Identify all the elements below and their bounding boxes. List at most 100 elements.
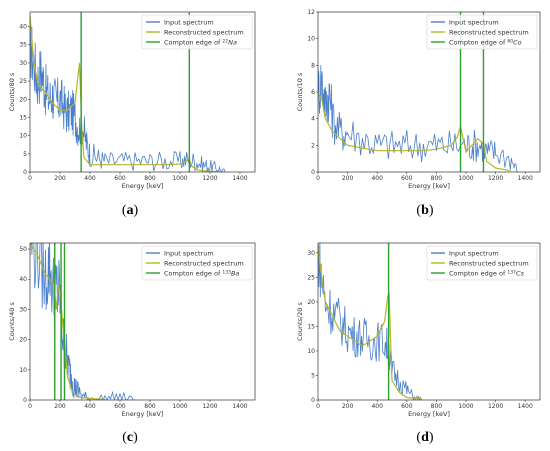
legend-reconstructed-text: Reconstructed spectrum (449, 28, 529, 36)
y-tick-label: 40 (19, 24, 27, 31)
x-tick-label: 800 (431, 175, 443, 182)
panel-label-a: (a) (121, 203, 139, 218)
y-tick-label: 35 (19, 42, 27, 49)
y-tick-label: 15 (307, 323, 315, 330)
x-tick-label: 400 (84, 175, 96, 182)
legend-input-text: Input spectrum (449, 249, 499, 257)
y-tick-label: 5 (23, 151, 27, 158)
legend-reconstructed-text: Reconstructed spectrum (164, 259, 244, 267)
legend: Input spectrum Reconstructed spectrum Comp… (141, 245, 253, 281)
x-tick-label: 600 (114, 175, 126, 182)
x-axis-label: Energy [keV] (408, 410, 450, 418)
y-axis-label: Counts/10 s (296, 72, 304, 111)
x-axis-label: Energy [keV] (408, 182, 450, 190)
y-tick-label: 2 (311, 142, 315, 149)
x-tick-label: 1400 (232, 175, 247, 182)
x-tick-label: 400 (371, 175, 383, 182)
chart-panel-b: 0 200 400 600 800 1000 1200 1400 0 2 4 6 8 10 12 Energy… (296, 9, 541, 190)
y-axis-label: Counts/40 s (8, 302, 16, 341)
x-tick-label: 1200 (202, 403, 217, 410)
x-tick-label: 1200 (202, 175, 217, 182)
y-tick-label: 30 (19, 306, 27, 313)
legend-box (426, 245, 538, 281)
x-tick-label: 0 (28, 175, 32, 182)
x-tick-label: 600 (114, 403, 126, 410)
x-tick-label: 1000 (458, 175, 473, 182)
y-tick-label: 30 (19, 60, 27, 67)
x-tick-label: 800 (431, 403, 443, 410)
x-tick-label: 1000 (458, 403, 473, 410)
x-tick-label: 1200 (488, 175, 503, 182)
y-tick-label: 8 (311, 62, 315, 69)
input-spectrum-line (30, 243, 136, 400)
y-tick-label: 20 (307, 299, 315, 306)
legend-compton-text: Compton edge of 22Na (164, 38, 237, 47)
y-tick-label: 25 (19, 78, 27, 85)
reconstructed-spectrum-line (318, 247, 422, 400)
panel-label-c: (c) (122, 430, 138, 445)
y-tick-label: 0 (23, 397, 27, 404)
panel-label-b: (b) (416, 203, 434, 218)
legend-input-text: Input spectrum (449, 18, 499, 26)
plot-frame (29, 242, 256, 401)
y-tick-label: 10 (19, 133, 27, 140)
x-tick-label: 1000 (172, 175, 187, 182)
x-tick-label: 200 (342, 175, 354, 182)
legend-compton-text: Compton edge of 60Co (449, 38, 522, 47)
y-tick-label: 20 (19, 337, 27, 344)
y-tick-label: 25 (307, 274, 315, 281)
y-tick-label: 0 (311, 169, 315, 176)
legend: Input spectrum Reconstructed spectrum Comp… (426, 14, 538, 50)
plot-frame (317, 242, 541, 401)
y-tick-label: 5 (311, 372, 315, 379)
y-tick-label: 20 (19, 96, 27, 103)
x-tick-label: 0 (28, 403, 32, 410)
panel-label-d: (d) (416, 430, 434, 445)
chart-panel-a: 0 200 400 600 800 1000 1200 1400 0 5 10 15 20 25 30 35 4… (8, 11, 256, 190)
reconstructed-spectrum-line (318, 91, 511, 172)
y-tick-label: 12 (307, 9, 315, 16)
y-tick-label: 40 (19, 276, 27, 283)
legend-input-text: Input spectrum (164, 18, 214, 26)
x-tick-label: 600 (401, 175, 413, 182)
x-tick-label: 1000 (172, 403, 187, 410)
y-tick-label: 10 (307, 36, 315, 43)
x-tick-label: 1200 (488, 403, 503, 410)
x-tick-label: 0 (316, 175, 320, 182)
x-tick-label: 800 (144, 403, 156, 410)
y-tick-label: 0 (311, 397, 315, 404)
legend-compton-text: Compton edge of 133Ba (164, 269, 239, 278)
y-tick-label: 30 (307, 250, 315, 257)
chart-panel-c: 0 200 400 600 800 1000 1200 1400 0 10 20 30 40 50 Ener… (8, 242, 256, 418)
legend-compton-text: Compton edge of 137Cs (449, 269, 524, 278)
legend-input-text: Input spectrum (164, 249, 214, 257)
legend-box (426, 14, 538, 50)
y-tick-label: 0 (23, 169, 27, 176)
y-tick-label: 10 (307, 348, 315, 355)
legend-box (141, 14, 253, 50)
x-tick-label: 1400 (518, 175, 533, 182)
x-tick-label: 200 (342, 403, 354, 410)
x-tick-label: 1400 (232, 403, 247, 410)
legend-reconstructed-text: Reconstructed spectrum (449, 259, 529, 267)
chart-panel-d: 0 200 400 600 800 1000 1200 1400 0 5 10 15 20 25 30 Ene… (296, 242, 541, 418)
legend-box (141, 245, 253, 281)
y-tick-label: 6 (311, 89, 315, 96)
reconstructed-spectrum-line (30, 243, 106, 400)
x-tick-label: 600 (401, 403, 413, 410)
input-spectrum-line (318, 243, 422, 400)
y-axis-label: Counts/80 s (8, 72, 16, 111)
x-tick-label: 200 (54, 175, 66, 182)
x-tick-label: 0 (316, 403, 320, 410)
legend: Input spectrum Reconstructed spectrum Comp… (426, 245, 538, 281)
x-tick-label: 1400 (518, 403, 533, 410)
x-axis-label: Energy [keV] (122, 182, 164, 190)
x-tick-label: 800 (144, 175, 156, 182)
y-tick-label: 50 (19, 246, 27, 253)
y-tick-label: 4 (311, 116, 315, 123)
x-tick-label: 200 (54, 403, 66, 410)
y-axis-label: Counts/20 s (296, 302, 304, 341)
x-tick-label: 400 (84, 403, 96, 410)
input-spectrum-line (318, 65, 518, 172)
